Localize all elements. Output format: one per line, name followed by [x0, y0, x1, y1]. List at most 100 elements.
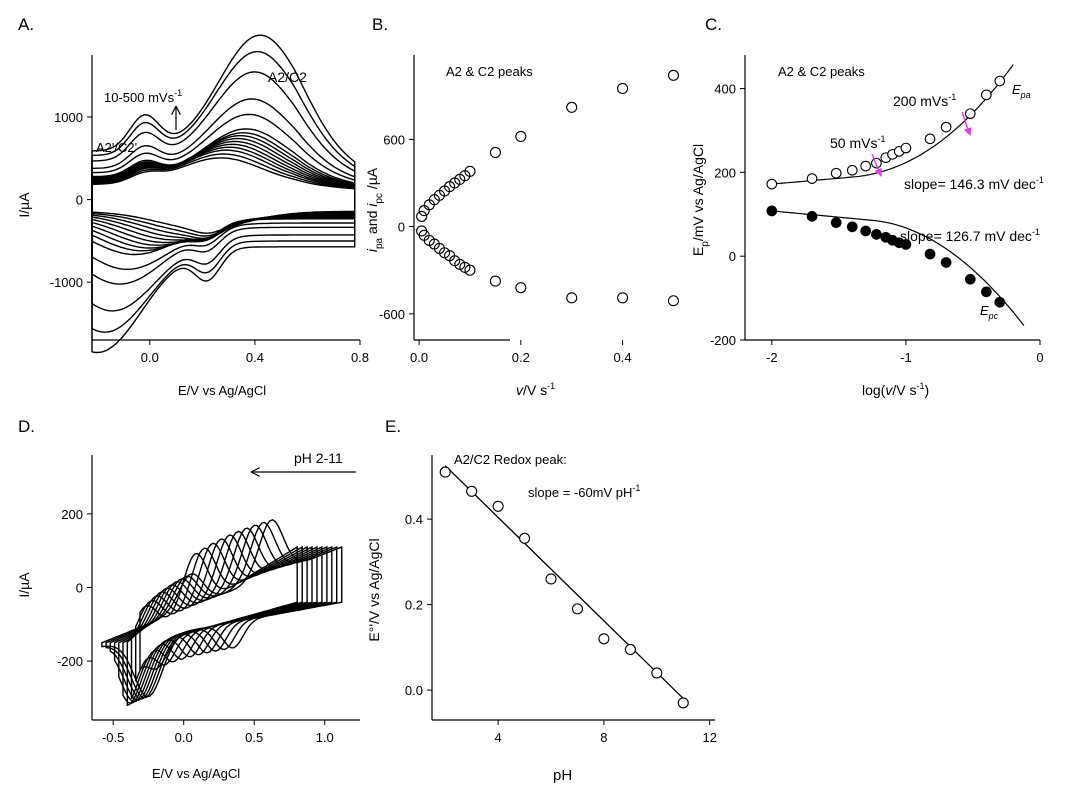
panel-c-epc-point	[964, 273, 976, 285]
panel-c-epa-label: Epa	[1012, 82, 1031, 100]
panel-c-y-tick-label: 200	[714, 165, 736, 180]
panel-c-epa-point	[830, 167, 842, 179]
panel-e-fit-line	[444, 465, 684, 699]
panel-d-ph-range-label: pH 2-11	[294, 450, 343, 466]
panel-b: B. 0.0 0.2 0.4 -600 0 600 A2 & C2 peaks v/V s…	[364, 15, 680, 398]
panel-c-epa-point	[940, 121, 952, 133]
panel-c-epc-point	[806, 211, 818, 222]
panel-b-letter: B.	[372, 15, 388, 34]
panel-b-ipc-point	[667, 295, 680, 307]
panel-e-point	[466, 485, 478, 497]
panel-c-letter: C.	[705, 15, 722, 34]
panel-d-cv-curves	[101, 519, 343, 707]
panel-a-letter: A.	[18, 15, 34, 34]
panel-e-point	[545, 573, 557, 585]
panel-c-epa-point	[806, 173, 818, 184]
panel-e-point	[492, 500, 504, 512]
panel-b-x-tick-label: 0.2	[512, 350, 530, 365]
panel-a-cv-trace	[91, 71, 356, 312]
panel-c-epc-point	[924, 248, 936, 260]
panel-b-markers	[416, 69, 680, 307]
panel-a-y-label: I/µA	[16, 192, 32, 218]
panel-c-epc-point	[981, 286, 992, 298]
panel-b-title: A2 & C2 peaks	[446, 64, 533, 79]
panel-d-cv-trace	[113, 527, 328, 702]
panel-c-rate-50-arrow	[871, 153, 883, 177]
panel-c-epa-point	[964, 108, 976, 120]
panel-d-cv-trace	[130, 542, 308, 699]
panel-c-markers	[766, 64, 1025, 326]
panel-a-x-tick-label: 0.0	[141, 350, 159, 365]
panel-b-y-label: ipa and ipc /µA	[364, 167, 385, 252]
panel-c-slope-anodic: slope= 146.3 mV dec-1	[904, 175, 1044, 192]
panel-d-x-tick-label: 0.5	[245, 730, 263, 745]
panel-c-epc-point	[871, 229, 882, 240]
panel-a-cv-trace	[91, 34, 356, 354]
panel-a-peak-a2c2-label: A2/C2	[268, 69, 307, 85]
panel-d-ticks: -0.5 0.0 0.5 1.0 -200 0 200	[57, 507, 334, 745]
panel-c-y-tick-label: -200	[710, 333, 736, 348]
panel-a-scan-rate-label: 10-500 mVs-1	[104, 88, 182, 105]
panel-b-ipc-point	[566, 292, 578, 304]
panel-c: C. -2 -1 0 -200 0 200 400 A2 & C2 peaks log(v/…	[690, 15, 1044, 398]
panel-b-ipa-point	[489, 146, 501, 158]
panel-c-rate-50-label: 50 mVs-1	[830, 134, 885, 151]
panel-d-x-label: E/V vs Ag/AgCl	[152, 766, 240, 781]
panel-c-x-tick-label: -2	[766, 350, 778, 365]
panel-e-y-tick-label: 0.0	[405, 683, 423, 698]
panel-e: E. 4 8 12 0.0 0.2 0.4 A2/C2 Redox peak: slope…	[366, 417, 717, 784]
panel-a-cv-curves	[91, 34, 356, 354]
panel-e-y-tick-label: 0.2	[405, 598, 423, 613]
panel-b-ipa-point	[416, 210, 428, 222]
panel-b-ipa-point	[566, 101, 578, 113]
panel-d-x-tick-label: 1.0	[316, 730, 334, 745]
panel-a-x-tick-label: 0.4	[246, 350, 264, 365]
panel-c-epa-point	[846, 164, 858, 176]
panel-d-cv-trace	[118, 530, 323, 703]
panel-b-ipc-point	[617, 292, 629, 304]
panel-e-x-tick-label: 12	[702, 730, 716, 745]
panel-e-point	[598, 633, 610, 645]
panel-d-cv-trace	[126, 538, 313, 707]
panel-a-y-tick-label: 1000	[54, 110, 83, 125]
panel-b-ipc-point	[489, 275, 501, 287]
panel-c-epc-point	[860, 225, 872, 237]
panel-c-y-tick-label: 0	[729, 249, 736, 264]
panel-b-ipa-point	[418, 205, 430, 217]
panel-c-rate-200-label: 200 mVs-1	[893, 92, 956, 109]
panel-c-x-label: log(v/V s-1)	[862, 381, 929, 398]
panel-c-ticks: -2 -1 0 -200 0 200 400	[710, 82, 1044, 365]
panel-b-ipa-point	[464, 165, 476, 177]
panel-d-y-tick-label: 0	[76, 581, 83, 596]
panel-e-point	[571, 603, 584, 615]
panel-e-y-label: E°'/V vs Ag/AgCl	[366, 538, 382, 641]
panel-e-slope-label: slope = -60mV pH-1	[528, 483, 640, 500]
panel-c-y-tick-label: 400	[714, 82, 736, 97]
panel-c-epc-point	[766, 205, 778, 217]
panel-e-letter: E.	[385, 417, 401, 436]
panel-a-y-tick-label: 0	[76, 193, 83, 208]
panel-d-y-tick-label: -200	[57, 654, 83, 669]
panel-c-epa-fit	[771, 64, 1014, 185]
panel-a-ticks: 0.0 0.4 0.8 -1000 0 1000	[50, 110, 369, 365]
panel-e-x-tick-label: 4	[495, 730, 502, 745]
panel-a-y-tick-label: -1000	[50, 275, 83, 290]
panel-b-ticks: 0.0 0.2 0.4 -600 0 600	[379, 132, 632, 365]
panel-d-y-tick-label: 200	[61, 507, 83, 522]
panel-b-ipa-point	[617, 82, 629, 94]
panel-c-epa-point	[860, 160, 872, 172]
panel-e-y-tick-label: 0.4	[405, 512, 423, 527]
panel-c-slope-cathodic: slope= 126.7 mV dec-1	[900, 227, 1040, 244]
panel-b-ipc-point	[515, 282, 527, 294]
panel-b-ipc-point	[464, 264, 476, 276]
panel-c-epc-point	[994, 296, 1006, 308]
panel-d-letter: D.	[18, 417, 35, 436]
panel-a-cv-trace	[91, 149, 356, 240]
panel-c-x-tick-label: 0	[1036, 350, 1043, 365]
panel-d-x-tick-label: 0.0	[175, 730, 193, 745]
panel-b-y-tick-label: 0	[398, 220, 405, 235]
panel-d-cv-trace	[109, 524, 333, 700]
panel-c-rate-200-arrow	[961, 111, 972, 136]
